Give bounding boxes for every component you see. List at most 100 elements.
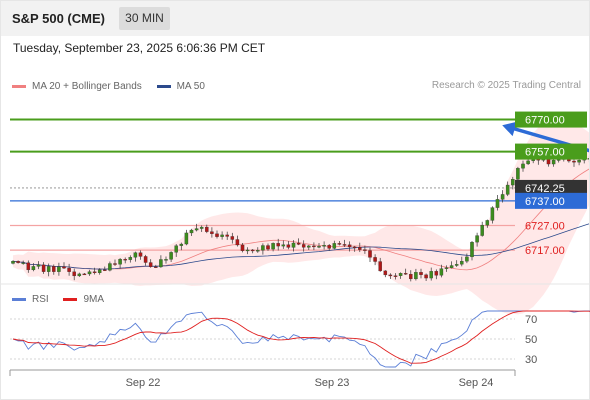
candle <box>154 264 158 269</box>
candle-body <box>118 259 122 265</box>
candle-body <box>164 259 168 261</box>
candle-body <box>184 232 189 245</box>
header-bar: S&P 500 (CME) 30 MIN <box>0 0 590 36</box>
price-tag-label-0: 6770.00 <box>525 115 565 127</box>
x-axis: Sep 22 Sep 23 Sep 24 <box>9 369 516 389</box>
candle-body <box>429 271 433 279</box>
candle <box>368 247 372 262</box>
candle-body <box>358 247 362 250</box>
candle <box>444 265 449 272</box>
legend-ma50-swatch <box>156 85 171 88</box>
legend-bollinger-swatch <box>12 85 26 88</box>
candle <box>276 238 280 251</box>
candle <box>179 242 184 251</box>
rsi-tick-70: 70 <box>525 314 537 326</box>
rsi-tick-50: 50 <box>525 334 537 346</box>
timeframe-button[interactable]: 30 MIN <box>119 7 170 30</box>
candle <box>403 268 408 275</box>
candle-body <box>103 269 107 271</box>
candle <box>174 244 178 257</box>
candle-body <box>159 259 163 268</box>
price-tag-label-3: 6737.00 <box>525 196 565 208</box>
candle-body <box>363 249 367 251</box>
candle-body <box>460 261 464 265</box>
candle-body <box>46 266 51 272</box>
candle-body <box>36 264 41 267</box>
candle-body <box>169 252 173 260</box>
candle <box>388 273 393 279</box>
candle <box>225 231 229 240</box>
candle <box>245 247 250 255</box>
candle <box>143 254 148 266</box>
candle <box>449 261 454 269</box>
candle-body <box>235 239 240 246</box>
candle-body <box>220 234 224 237</box>
rsi-ma-line <box>12 310 590 364</box>
rsi-legend: RSI 9MA <box>12 293 116 305</box>
candle-body <box>383 270 388 276</box>
candle-body <box>261 245 265 251</box>
candle <box>261 243 265 255</box>
candle <box>495 194 500 211</box>
candle-body <box>347 244 352 248</box>
ma20-line <box>12 168 590 271</box>
candle-body <box>444 267 449 269</box>
candle <box>414 268 418 281</box>
candle <box>133 251 138 262</box>
candle <box>199 225 204 232</box>
candle <box>429 267 433 281</box>
candle-body <box>480 224 484 236</box>
candle-body <box>551 159 556 165</box>
candle-body <box>312 245 316 248</box>
candle-body <box>352 246 357 249</box>
candle <box>286 241 291 250</box>
candle <box>465 253 469 264</box>
candle <box>41 262 46 274</box>
candle-body <box>128 257 133 260</box>
candle <box>16 260 20 264</box>
candle <box>352 245 357 252</box>
candle <box>393 273 398 280</box>
candle-body <box>225 234 229 237</box>
candle-body <box>511 179 515 186</box>
arrow-head <box>502 121 517 137</box>
candle-body <box>505 184 510 195</box>
candle-body <box>500 194 505 200</box>
candle <box>250 249 255 254</box>
candle <box>332 240 337 250</box>
candle-body <box>210 231 214 234</box>
candle-body <box>77 273 82 277</box>
candle-body <box>240 244 245 251</box>
legend-9ma-label: 9MA <box>83 294 105 305</box>
candle <box>52 264 56 275</box>
datetime-label: Tuesday, September 23, 2025 6:06:36 PM C… <box>13 41 266 55</box>
x-tick-label: Sep 23 <box>315 377 350 389</box>
candle <box>87 269 92 276</box>
candle-body <box>378 261 382 272</box>
candle <box>215 230 219 239</box>
candle-body <box>485 220 490 226</box>
candle <box>337 240 342 246</box>
candle <box>307 244 311 251</box>
x-tick-label: Sep 24 <box>459 377 494 389</box>
candle-body <box>57 266 61 272</box>
candle <box>347 241 352 252</box>
candle-body <box>419 272 423 275</box>
candle <box>342 239 347 248</box>
candle-body <box>62 266 66 269</box>
price-tag-label-1: 6757.00 <box>525 147 565 159</box>
candle <box>256 247 260 253</box>
candle <box>378 257 382 272</box>
candle <box>169 251 173 262</box>
candle-body <box>123 259 127 261</box>
candle <box>281 240 286 249</box>
candle-body <box>11 261 15 264</box>
candle-body <box>21 262 25 264</box>
candle <box>434 269 439 280</box>
candle <box>505 181 510 197</box>
candle <box>62 262 66 270</box>
candle <box>398 272 403 279</box>
